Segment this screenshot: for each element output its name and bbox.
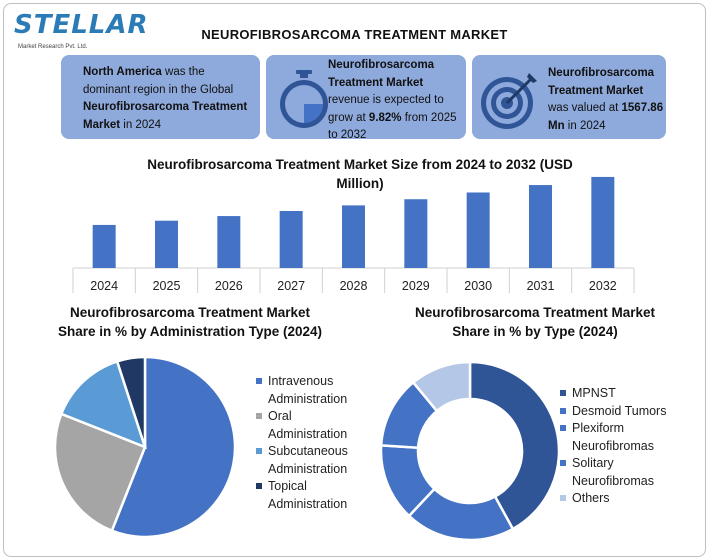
- legend-swatch: [560, 460, 566, 466]
- x-tick-label: 2025: [153, 279, 181, 293]
- legend-label: Intravenous Administration: [268, 374, 348, 406]
- legend-label: MPNST: [572, 386, 616, 400]
- legend-swatch: [256, 483, 262, 489]
- x-tick-label: 2024: [90, 279, 118, 293]
- legend-label: Subcutaneous Administration: [268, 444, 348, 476]
- market-value: 1567.86 Mn: [548, 102, 664, 132]
- region-highlight: North America: [83, 66, 162, 78]
- administration-pie-chart: [53, 355, 237, 539]
- type-legend-item: Desmoid Tumors: [560, 403, 680, 421]
- legend-swatch: [560, 425, 566, 431]
- administration-legend-item: Subcutaneous Administration: [256, 443, 366, 478]
- stopwatch-icon: [280, 70, 328, 128]
- legend-swatch: [256, 413, 262, 419]
- type-legend: MPNST Desmoid Tumors Plexiform Neurofibrom…: [560, 385, 680, 508]
- legend-swatch: [256, 378, 262, 384]
- donut-chart-title: Neurofibrosarcoma Treatment Market Share…: [414, 305, 656, 339]
- administration-legend-item: Intravenous Administration: [256, 373, 366, 408]
- bar-chart: 2024 2025 2026 2027 2028 2029 2030 2031 2032: [72, 176, 635, 293]
- type-slice-1: [468, 360, 561, 531]
- growth-card: Neurofibrosarcoma Treatment Market reven…: [266, 55, 466, 141]
- administration-legend: Intravenous Administration Oral Administr…: [256, 373, 366, 513]
- bar-2028: [342, 205, 365, 268]
- bar-2024: [92, 224, 116, 268]
- bar-chart-title: Neurofibrosarcoma Treatment Market Size …: [147, 157, 573, 191]
- growth-market-name: Neurofibrosarcoma Treatment Market: [328, 59, 435, 89]
- x-tick-label: 2030: [464, 279, 492, 293]
- legend-label: Oral Administration: [268, 409, 348, 441]
- bar-2026: [217, 216, 241, 268]
- x-tick-label: 2029: [402, 279, 430, 293]
- value-card-text: Neurofibrosarcoma Treatment Market was v…: [548, 65, 664, 135]
- administration-slice-2: [53, 412, 147, 533]
- region-text: was the dominant region in the Global: [83, 66, 234, 96]
- type-legend-item: Plexiform Neurofibromas: [560, 420, 680, 455]
- administration-slice-1: [110, 355, 237, 539]
- type-legend-item: Solitary Neurofibromas: [560, 455, 680, 490]
- legend-label: Plexiform Neurofibromas: [572, 421, 654, 453]
- value-card: Neurofibrosarcoma Treatment Market was v…: [472, 55, 666, 139]
- page-title: NEUROFIBROSARCOMA TREATMENT MARKET: [201, 27, 508, 42]
- value-text: was valued at: [548, 102, 622, 114]
- legend-label: Others: [572, 491, 610, 505]
- stellar-logo: STELLAR Market Research Pvt. Ltd.: [10, 6, 148, 56]
- x-tick-label: 2026: [215, 279, 243, 293]
- legend-swatch: [256, 448, 262, 454]
- type-slice-5: [411, 360, 472, 413]
- region-card-text: North America was the dominant region in…: [83, 64, 253, 134]
- legend-swatch: [560, 495, 566, 501]
- legend-swatch: [560, 407, 566, 414]
- bar-2029: [404, 199, 428, 268]
- legend-label: Topical Administration: [268, 479, 348, 511]
- legend-label: Solitary Neurofibromas: [572, 456, 654, 488]
- value-year-text: in 2024: [564, 119, 606, 132]
- x-tick-label: 2031: [527, 279, 555, 293]
- bar-2032: [591, 176, 615, 268]
- bar-2025: [155, 220, 178, 268]
- x-tick-label: 2028: [340, 279, 368, 293]
- growth-years-text: from 2025 to 2032: [328, 111, 457, 142]
- administration-legend-item: Oral Administration: [256, 408, 366, 443]
- type-legend-item: Others: [560, 490, 680, 508]
- legend-swatch: [560, 390, 566, 396]
- target-icon: [481, 73, 537, 129]
- region-market-name: Neurofibrosarcoma Treatment Market: [83, 101, 248, 131]
- value-market-name: Neurofibrosarcoma Treatment Market: [548, 67, 655, 97]
- logo-wordmark: STELLAR: [14, 10, 149, 40]
- growth-text: revenue is expected to grow at: [328, 94, 444, 124]
- x-tick-label: 2032: [589, 279, 617, 293]
- logo-subtitle: Market Research Pvt. Ltd.: [18, 44, 88, 50]
- administration-slice-4: [115, 355, 147, 448]
- bar-2030: [466, 192, 490, 268]
- bar-2027: [279, 210, 303, 268]
- administration-legend-item: Topical Administration: [256, 478, 366, 513]
- region-year-text: in 2024: [120, 118, 162, 131]
- region-card: North America was the dominant region in…: [61, 55, 260, 139]
- pie-chart-title: Neurofibrosarcoma Treatment Market Share…: [57, 305, 323, 339]
- type-donut-chart: [379, 360, 561, 542]
- x-tick-label: 2027: [277, 279, 305, 293]
- legend-label: Desmoid Tumors: [572, 403, 667, 418]
- growth-rate: 9.82%: [368, 111, 402, 124]
- growth-card-text: Neurofibrosarcoma Treatment Market reven…: [328, 57, 462, 145]
- infographic-frame: [3, 3, 706, 557]
- type-legend-item: MPNST: [560, 385, 680, 403]
- bar-2031: [529, 185, 552, 268]
